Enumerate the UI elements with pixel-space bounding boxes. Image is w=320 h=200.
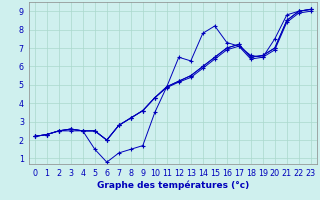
X-axis label: Graphe des températures (°c): Graphe des températures (°c)	[97, 181, 249, 190]
